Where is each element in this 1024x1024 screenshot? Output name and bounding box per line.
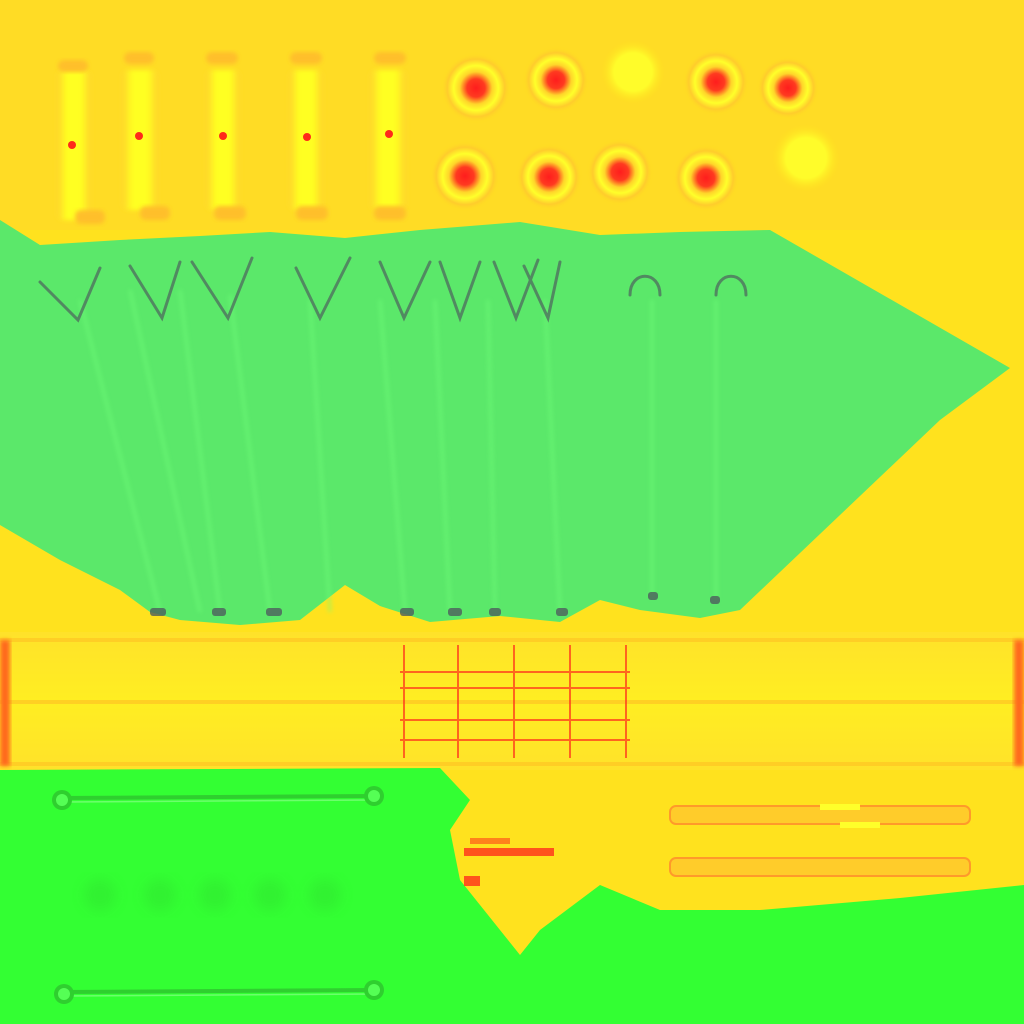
pin-glow-1 — [601, 40, 665, 104]
saddle-piece-5 — [370, 52, 406, 220]
pin-6 — [515, 143, 583, 211]
string-lines — [78, 289, 718, 613]
notch-marks — [464, 838, 554, 886]
pin-8 — [672, 144, 740, 212]
string-winding-marks — [38, 256, 748, 323]
green-panel — [0, 220, 1010, 625]
saddle-piece-1 — [57, 60, 105, 224]
saddle-piece-2 — [122, 52, 170, 220]
pin-glow-2 — [772, 124, 840, 192]
pin-2 — [522, 46, 590, 114]
pin-1 — [440, 52, 512, 124]
pin-3 — [682, 48, 750, 116]
string-end-marks — [150, 592, 720, 616]
pin-7 — [586, 138, 654, 206]
pin-group — [429, 40, 840, 212]
soft-blobs — [84, 879, 341, 911]
saddle-piece-3 — [206, 52, 246, 220]
neck-band — [0, 632, 1024, 770]
saddle-piece-4 — [289, 52, 328, 220]
rod-bottom — [54, 980, 384, 1004]
pin-4 — [756, 56, 820, 120]
body-green-panel — [0, 768, 1024, 1024]
fret-grid — [400, 645, 630, 758]
background-top-tint — [0, 0, 1024, 230]
rod-top — [52, 786, 384, 810]
right-bars — [669, 804, 971, 877]
pin-5 — [429, 140, 501, 212]
saddle-group — [57, 52, 406, 224]
